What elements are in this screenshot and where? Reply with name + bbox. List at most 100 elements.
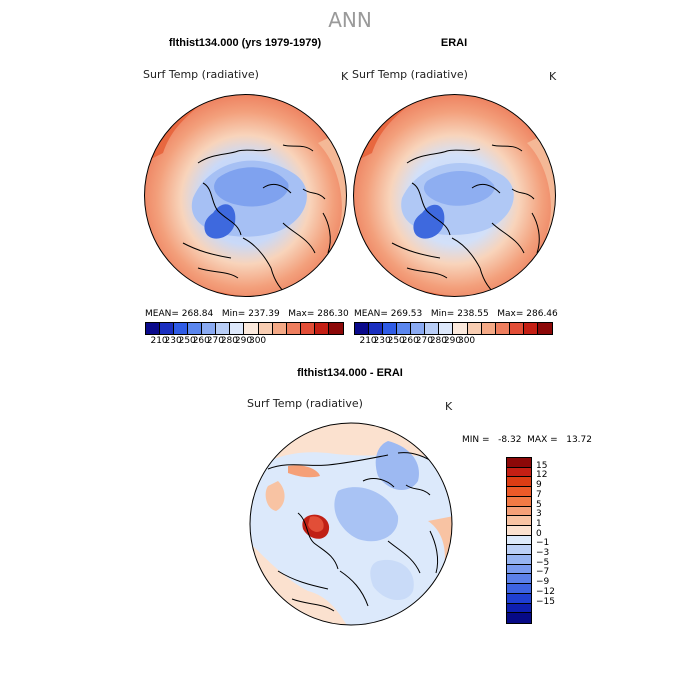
colorbar-tick-label: 9: [536, 480, 542, 491]
colorbar-tick-label: 210: [150, 336, 168, 346]
panel1-stats: MEAN= 268.84 Min= 237.39 Max= 286.30: [145, 309, 349, 319]
figure-title: ANN: [328, 8, 372, 32]
colorbar-swatch: [425, 323, 440, 334]
colorbar-swatch: [507, 555, 531, 565]
panel2-title: ERAI: [440, 37, 468, 49]
colorbar-tick-label: 7: [536, 489, 542, 500]
colorbar-swatch: [507, 516, 531, 526]
colorbar-swatch: [507, 496, 531, 507]
colorbar-swatch: [202, 323, 217, 334]
panel1-colorbar-ticks: 210 230 250 260 270 280 290 300: [145, 336, 342, 348]
colorbar-tick-label: 0: [536, 528, 542, 539]
colorbar-tick-label: −7: [536, 567, 550, 578]
colorbar-swatch: [507, 535, 531, 546]
panel3-colorbar-ticks: 15 12 9 7 5 3 1 0 −1 −3 −5 −7 −9 −12 −15: [536, 457, 576, 622]
colorbar-swatch: [160, 323, 175, 334]
colorbar-swatch: [272, 323, 287, 334]
panel2-colorbar-ticks: 210 230 250 260 270 280 290 300: [354, 336, 551, 348]
panel3-stats: MIN = -8.32 MAX = 13.72: [462, 435, 592, 445]
colorbar-swatch: [507, 467, 531, 478]
colorbar-swatch: [397, 323, 412, 334]
colorbar-swatch: [507, 506, 531, 517]
colorbar-tick-label: 270: [415, 336, 433, 346]
colorbar-tick-label: −9: [536, 577, 550, 588]
panel3-variable-label: Surf Temp (radiative): [247, 397, 363, 410]
colorbar-swatch: [507, 487, 531, 497]
colorbar-tick-label: 290: [443, 336, 462, 346]
panel2-colorbar: [354, 322, 553, 335]
colorbar-swatch: [507, 477, 531, 488]
colorbar-swatch: [439, 323, 454, 334]
panel2-stats: MEAN= 269.53 Min= 238.55 Max= 286.46: [354, 309, 558, 319]
colorbar-tick-label: 270: [206, 336, 224, 346]
colorbar-swatch: [216, 323, 231, 334]
panel1-title: flthist134.000 (yrs 1979-1979): [168, 37, 322, 49]
panel1-variable-label: Surf Temp (radiative): [143, 68, 259, 81]
colorbar-swatch: [355, 323, 370, 334]
colorbar-tick-label: 1: [536, 518, 542, 529]
colorbar-swatch: [230, 323, 245, 334]
colorbar-tick-label: 15: [536, 460, 548, 471]
colorbar-swatch: [411, 323, 426, 334]
colorbar-swatch: [369, 323, 384, 334]
colorbar-swatch: [507, 603, 531, 614]
colorbar-swatch: [507, 584, 531, 594]
panel1-unit-label: K: [341, 70, 349, 83]
colorbar-tick-label: 12: [536, 470, 548, 481]
colorbar-tick-label: 300: [457, 336, 476, 346]
colorbar-tick-label: −1: [536, 538, 550, 549]
colorbar-swatch: [467, 323, 482, 334]
colorbar-tick-label: −15: [536, 596, 555, 607]
colorbar-tick-label: 230: [164, 336, 182, 346]
colorbar-swatch: [523, 323, 538, 334]
colorbar-tick-label: 230: [373, 336, 391, 346]
colorbar-tick-label: 260: [192, 336, 210, 346]
panel2-variable-label: Surf Temp (radiative): [352, 68, 468, 81]
colorbar-swatch: [146, 323, 161, 334]
colorbar-swatch: [174, 323, 189, 334]
panel1-temperature-field: [144, 94, 347, 297]
colorbar-swatch: [507, 525, 531, 536]
colorbar-swatch: [328, 323, 343, 334]
panel2-unit-label: K: [549, 70, 557, 83]
colorbar-tick-label: −12: [536, 586, 555, 597]
colorbar-tick-label: 250: [387, 336, 405, 346]
colorbar-tick-label: 290: [234, 336, 253, 346]
colorbar-tick-label: 3: [536, 509, 542, 520]
colorbar-swatch: [495, 323, 510, 334]
colorbar-swatch: [507, 574, 531, 585]
colorbar-tick-label: −5: [536, 557, 550, 568]
colorbar-swatch: [537, 323, 552, 334]
colorbar-tick-label: 5: [536, 499, 542, 510]
colorbar-swatch: [258, 323, 273, 334]
panel2-map: [353, 94, 556, 297]
panel1-colorbar: [145, 322, 344, 335]
colorbar-swatch: [188, 323, 203, 334]
colorbar-swatch: [481, 323, 496, 334]
panel3-difference-field: [250, 423, 452, 625]
colorbar-tick-label: 300: [248, 336, 267, 346]
colorbar-tick-label: 280: [429, 336, 448, 346]
colorbar-swatch: [383, 323, 398, 334]
colorbar-swatch: [507, 593, 531, 604]
panel3-colorbar: [506, 457, 532, 624]
colorbar-swatch: [300, 323, 315, 334]
panel1-coastlines: [182, 144, 331, 297]
colorbar-tick-label: −3: [536, 548, 550, 559]
colorbar-swatch: [244, 323, 259, 334]
colorbar-swatch: [509, 323, 524, 334]
colorbar-tick-label: 260: [401, 336, 419, 346]
colorbar-swatch: [314, 323, 329, 334]
colorbar-swatch: [507, 564, 531, 575]
colorbar-swatch: [286, 323, 301, 334]
panel3-title: flthist134.000 - ERAI: [297, 367, 403, 379]
colorbar-tick-label: 250: [178, 336, 196, 346]
panel3-map: [249, 422, 453, 626]
colorbar-swatch: [507, 545, 531, 556]
panel3-unit-label: K: [445, 400, 453, 413]
colorbar-swatch: [507, 613, 531, 623]
panel1-map: [144, 94, 347, 297]
colorbar-tick-label: 280: [220, 336, 239, 346]
colorbar-swatch: [507, 458, 531, 468]
colorbar-tick-label: 210: [359, 336, 377, 346]
